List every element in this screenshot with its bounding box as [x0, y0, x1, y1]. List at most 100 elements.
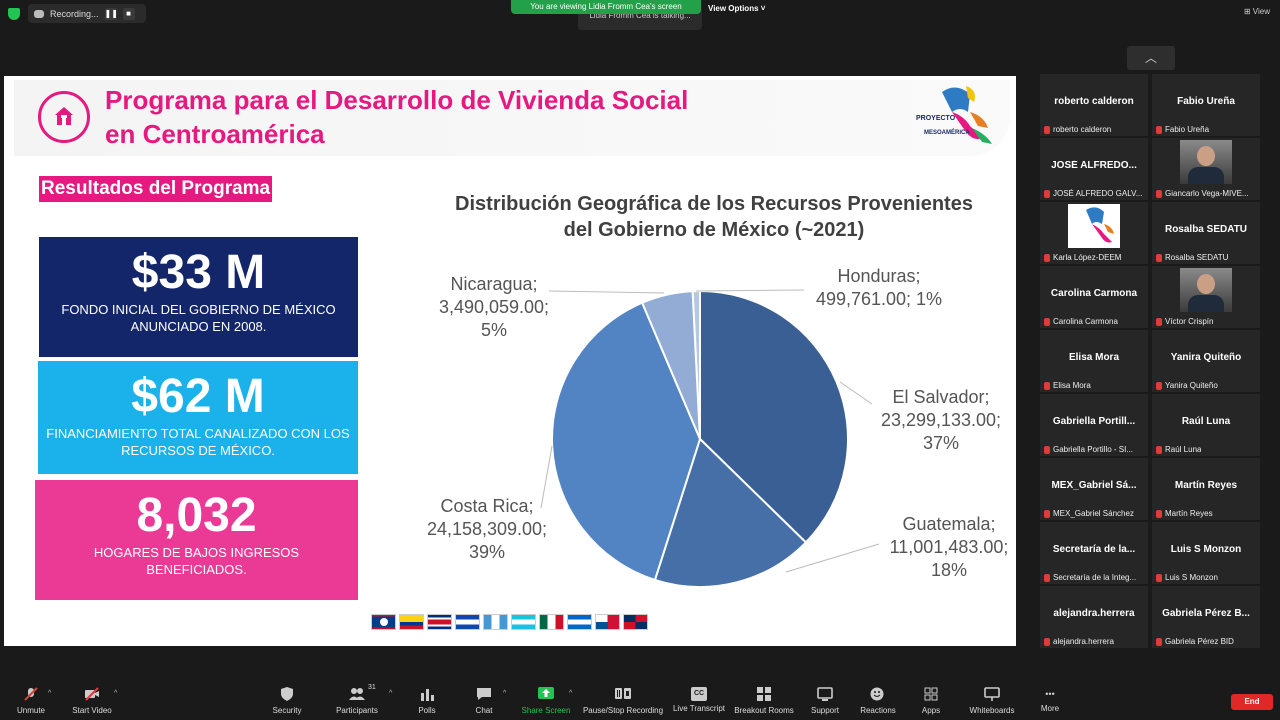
start-video-label: Start Video [72, 706, 112, 715]
share-options-caret[interactable]: ^ [569, 690, 573, 697]
unmute-button[interactable]: Unmute [12, 680, 50, 720]
participant-video [1068, 204, 1120, 248]
view-button[interactable]: ⊞ View [1243, 7, 1270, 16]
participant-tile[interactable]: alejandra.herrera alejandra.herrera [1040, 586, 1148, 648]
chat-label: Chat [475, 706, 493, 715]
slide-title-line-1: Programa para el Desarrollo de Vivienda … [105, 85, 689, 115]
muted-mic-icon [1156, 637, 1162, 646]
participant-footer: Gabriela Pérez BID [1156, 637, 1234, 646]
audio-options-caret[interactable]: ^ [48, 690, 52, 697]
participant-tile[interactable]: Martín Reyes Martín Reyes [1152, 458, 1260, 520]
reactions-label: Reactions [860, 706, 896, 715]
participants-button[interactable]: Participants [334, 680, 380, 720]
slide-title: Programa para el Desarrollo de Vivienda … [105, 83, 688, 151]
pie-slice-el-salvador [699, 289, 849, 544]
leader-line-el-salvador [839, 381, 873, 405]
participant-footer-name: Giancarlo Vega-MIVE... [1165, 189, 1249, 198]
breakout-rooms-button[interactable]: Breakout Rooms [734, 680, 794, 720]
participant-footer: Gabriella Portillo - SI... [1044, 445, 1133, 454]
apps-button[interactable]: Apps [918, 680, 944, 720]
participant-footer-name: Luis S Monzon [1165, 573, 1218, 582]
label-costa-rica-value: 24,158,309.00; [426, 519, 548, 539]
participant-footer: Elisa Mora [1044, 381, 1091, 390]
pause-stop-recording-button[interactable]: Pause/Stop Recording [582, 680, 664, 720]
participant-display-name: alejandra.herrera [1053, 608, 1135, 619]
participant-gallery: ︿ roberto calderon roberto calderon Fabio … [1040, 46, 1262, 648]
muted-mic-icon [1044, 445, 1050, 454]
label-el-salvador-value: 23,299,133.00; [880, 410, 1002, 430]
share-screen-label: Share Screen [521, 706, 571, 715]
participant-footer-name: JOSÉ ALFREDO GALV... [1053, 189, 1143, 198]
start-video-button[interactable]: Start Video [68, 680, 116, 720]
participant-tile[interactable]: Rosalba SEDATU Rosalba SEDATU [1152, 202, 1260, 264]
security-button[interactable]: Security [268, 680, 306, 720]
chart-title-line-2: del Gobierno de México (~2021) [563, 219, 865, 241]
participant-tile[interactable]: Elisa Mora Elisa Mora [1040, 330, 1148, 392]
chat-options-caret[interactable]: ^ [503, 690, 507, 697]
participant-tile[interactable]: Gabriela Pérez B... Gabriela Pérez BID [1152, 586, 1260, 648]
participant-tile[interactable]: Karla López-DEEM [1040, 202, 1148, 264]
participant-footer: MEX_Gabriel Sánchez [1044, 509, 1134, 518]
participant-tile[interactable]: Gabriella Portill... Gabriella Portillo -… [1040, 394, 1148, 456]
recording-label: Recording... [50, 8, 99, 19]
participant-tile[interactable]: roberto calderon roberto calderon [1040, 74, 1148, 136]
pause-recording-button[interactable]: ❚❚ [104, 7, 118, 20]
participant-footer: Rosalba SEDATU [1156, 253, 1228, 262]
stat-description: FONDO INICIAL DEL GOBIERNO DE MÉXICO ANU… [61, 302, 336, 334]
muted-mic-icon [1044, 189, 1050, 198]
support-button[interactable]: Support [808, 680, 842, 720]
live-transcript-button[interactable]: CC Live Transcript [672, 680, 726, 720]
participant-tile[interactable]: Giancarlo Vega-MIVE... [1152, 138, 1260, 200]
stop-recording-button[interactable]: ■ [122, 7, 135, 20]
participant-footer-name: Secretaría de la Integ... [1053, 573, 1137, 582]
flag-belize-icon [371, 614, 396, 630]
more-button[interactable]: ••• More [1036, 680, 1064, 720]
participants-options-caret[interactable]: ^ [389, 690, 393, 697]
label-costa-rica-name: Costa Rica; [440, 496, 534, 516]
participant-footer-name: Fabio Ureña [1165, 125, 1210, 134]
share-screen-button[interactable]: Share Screen [520, 680, 572, 720]
home-icon [38, 91, 90, 143]
participant-footer: alejandra.herrera [1044, 637, 1114, 646]
participant-tile[interactable]: Raúl Luna Raúl Luna [1152, 394, 1260, 456]
video-options-caret[interactable]: ^ [114, 690, 118, 697]
end-meeting-button[interactable]: End [1231, 694, 1273, 710]
participant-footer: Secretaría de la Integ... [1044, 573, 1136, 582]
view-options-button[interactable]: View Options ˅ [708, 4, 766, 13]
participant-tile[interactable]: Carolina Carmona Carolina Carmona [1040, 266, 1148, 328]
label-guatemala-name: Guatemala; [902, 514, 996, 534]
participant-tile[interactable]: Fabio Ureña Fabio Ureña [1152, 74, 1260, 136]
pie-slice-guatemala [653, 437, 808, 588]
reactions-button[interactable]: Reactions [858, 680, 898, 720]
label-costa-rica-percent: 39% [468, 542, 506, 562]
participant-footer: Yanira Quiteño [1156, 381, 1218, 390]
participant-tile[interactable]: MEX_Gabriel Sá... MEX_Gabriel Sánchez [1040, 458, 1148, 520]
participant-tile[interactable]: Luis S Monzon Luis S Monzon [1152, 522, 1260, 584]
muted-mic-icon [1156, 125, 1162, 134]
participant-display-name: Rosalba SEDATU [1164, 224, 1248, 235]
gallery-scroll-up-button[interactable]: ︿ [1127, 46, 1175, 70]
participant-tile[interactable]: Secretaría de la... Secretaría de la Inte… [1040, 522, 1148, 584]
participant-footer: Giancarlo Vega-MIVE... [1156, 189, 1249, 198]
proyecto-mesoamerica-logo: PROYECTO MESOAMÉRICA [916, 86, 992, 144]
participant-display-name: Luis S Monzon [1170, 544, 1242, 555]
chat-button[interactable]: Chat [470, 680, 498, 720]
participant-tile[interactable]: Víctor Crispín [1152, 266, 1260, 328]
breakout-rooms-label: Breakout Rooms [734, 706, 794, 715]
muted-mic-icon [1156, 317, 1162, 326]
flag-panama-icon [595, 614, 620, 630]
whiteboards-button[interactable]: Whiteboards [966, 680, 1018, 720]
participant-tile[interactable]: JOSÉ ALFREDO... JOSÉ ALFREDO GALV... [1040, 138, 1148, 200]
polls-button[interactable]: Polls [412, 680, 442, 720]
flag-honduras-icon [511, 614, 536, 630]
meeting-top-bar: Recording... ❚❚ ■ Lidia Fromm Cea is tal… [0, 0, 1280, 30]
flag-dominican-republic-icon [623, 614, 648, 630]
participant-footer: Karla López-DEEM [1044, 253, 1121, 262]
slide-title-line-2: en Centroamérica [105, 119, 325, 149]
slide-title-banner [14, 80, 1010, 156]
participant-footer-name: roberto calderon [1053, 125, 1112, 134]
participant-tile[interactable]: Yanira Quiteño Yanira Quiteño [1152, 330, 1260, 392]
shield-icon [281, 687, 293, 701]
label-el-salvador: El Salvador; 23,299,133.00; 37% [876, 386, 1006, 455]
security-shield-icon[interactable] [8, 8, 20, 20]
